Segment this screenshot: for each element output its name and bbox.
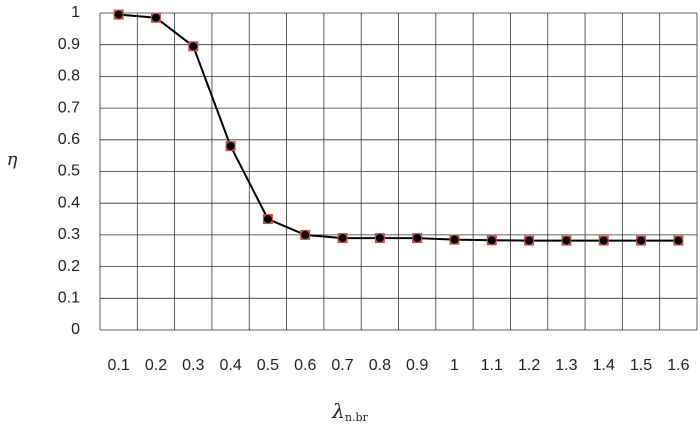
marker-dot — [301, 230, 310, 239]
y-tick-label: 0.9 — [58, 36, 80, 53]
marker-dot — [487, 236, 496, 245]
series-line — [118, 13, 679, 242]
x-tick-label: 0.8 — [369, 357, 391, 374]
y-tick-label: 0.1 — [58, 290, 80, 307]
marker-dot — [525, 236, 534, 245]
marker — [337, 233, 348, 244]
marker — [561, 235, 572, 246]
y-tick-label: 0.7 — [58, 99, 80, 116]
x-tick-label: 1.5 — [630, 357, 652, 374]
y-tick-label: 0.4 — [58, 194, 80, 211]
x-tick-label: 0.9 — [406, 357, 428, 374]
marker-dot — [263, 215, 272, 224]
x-tick-label: 1.3 — [555, 357, 577, 374]
marker — [486, 235, 497, 246]
marker-dot — [226, 142, 235, 151]
marker — [449, 234, 460, 245]
x-tick-label: 1.6 — [667, 357, 689, 374]
x-tick-label: 0.7 — [331, 357, 353, 374]
x-tick-label: 1.4 — [593, 357, 615, 374]
x-tick-label: 0.5 — [257, 357, 279, 374]
y-tick-label: 0.5 — [58, 163, 80, 180]
marker-dot — [450, 235, 459, 244]
marker-dot — [562, 236, 571, 245]
y-tick-label: 0.2 — [58, 258, 80, 275]
y-tick-label: 1 — [71, 4, 80, 21]
marker — [374, 233, 385, 244]
y-tick-label: 0.8 — [58, 68, 80, 85]
marker-dot — [151, 13, 160, 22]
x-axis-subscript: n.br — [345, 411, 369, 424]
x-tick-label: 1 — [450, 357, 459, 374]
marker — [113, 9, 124, 20]
x-axis-label: λn.br — [331, 399, 368, 425]
y-tick-label: 0.3 — [58, 226, 80, 243]
x-tick-label: 0.1 — [108, 357, 130, 374]
x-tick-label: 0.4 — [219, 357, 241, 374]
x-tick-label: 0.2 — [145, 357, 167, 374]
y-axis-label: η — [7, 149, 18, 170]
marker-dot — [413, 234, 422, 243]
marker — [300, 229, 311, 240]
marker — [524, 235, 535, 246]
marker — [262, 214, 273, 225]
y-tick-label: 0.6 — [58, 131, 80, 148]
x-tick-label: 1.2 — [518, 357, 540, 374]
marker-dot — [189, 42, 198, 51]
marker-dot — [674, 236, 683, 245]
x-tick-label: 1.1 — [481, 357, 503, 374]
marker — [598, 235, 609, 246]
marker — [412, 233, 423, 244]
marker-dot — [375, 234, 384, 243]
y-tick-label: 0 — [71, 321, 80, 338]
x-axis-symbol: λ — [331, 399, 345, 423]
marker-dot — [637, 236, 646, 245]
marker — [150, 12, 161, 23]
marker — [636, 235, 647, 246]
x-tick-label: 0.3 — [182, 357, 204, 374]
marker — [673, 235, 684, 246]
marker-dot — [338, 234, 347, 243]
x-tick-label: 0.6 — [294, 357, 316, 374]
marker-dot — [599, 236, 608, 245]
marker-dot — [114, 10, 123, 19]
marker — [225, 141, 236, 152]
marker — [188, 41, 199, 52]
